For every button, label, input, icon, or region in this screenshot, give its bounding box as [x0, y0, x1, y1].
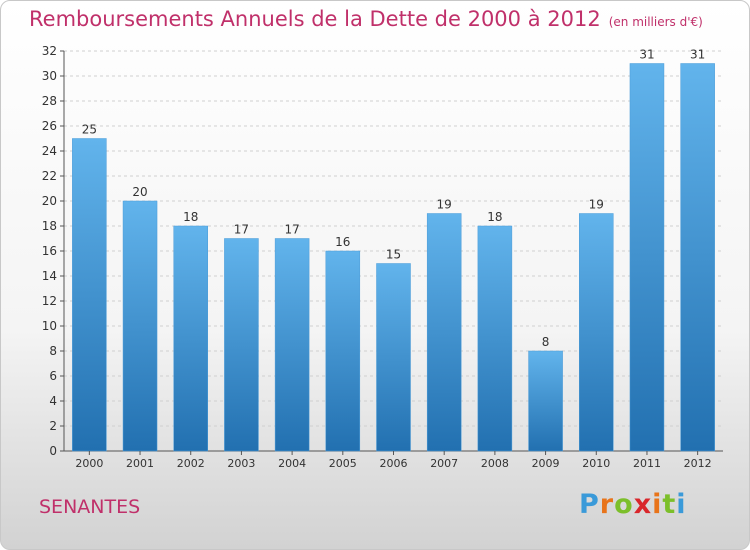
x-tick-label: 2002: [177, 457, 205, 470]
y-tick-label: 22: [42, 169, 57, 183]
y-tick-label: 8: [49, 344, 57, 358]
x-tick-label: 2008: [481, 457, 509, 470]
commune-name: SENANTES: [39, 496, 141, 518]
x-tick-label: 2012: [684, 457, 712, 470]
bar-value-label: 8: [542, 335, 550, 349]
x-tick-label: 2000: [75, 457, 103, 470]
bar-value-label: 18: [487, 210, 502, 224]
y-tick-label: 32: [42, 44, 57, 58]
bar: [376, 263, 411, 452]
bar: [122, 200, 158, 452]
chart-title: Remboursements Annuels de la Dette de 20…: [29, 7, 703, 31]
bar: [528, 350, 563, 452]
x-tick-label: 2005: [329, 457, 357, 470]
bar: [72, 138, 107, 452]
y-tick-label: 0: [49, 444, 57, 458]
y-tick-label: 18: [42, 219, 57, 233]
x-tick-label: 2010: [582, 457, 610, 470]
chart-subtitle: (en milliers d'€): [608, 15, 703, 29]
bar-value-label: 19: [589, 198, 604, 212]
x-tick-label: 2011: [633, 457, 661, 470]
bar-value-label: 16: [335, 235, 350, 249]
y-tick-label: 6: [49, 369, 57, 383]
x-tick-label: 2007: [430, 457, 458, 470]
y-tick-label: 12: [42, 294, 57, 308]
logo-letter: P: [579, 489, 600, 520]
proxiti-logo: Proxiti: [579, 489, 687, 520]
x-tick-label: 2004: [278, 457, 306, 470]
y-tick-label: 14: [42, 269, 57, 283]
y-tick-label: 20: [42, 194, 57, 208]
bar-value-label: 19: [437, 198, 452, 212]
bar-value-label: 31: [690, 48, 705, 62]
bar-value-label: 18: [183, 210, 198, 224]
bar-value-label: 31: [639, 48, 654, 62]
bar: [680, 63, 715, 452]
logo-letter: i: [652, 489, 663, 520]
bar: [579, 213, 614, 452]
bar: [224, 238, 259, 452]
logo-letter: x: [633, 489, 653, 520]
bar-value-label: 20: [132, 185, 147, 199]
y-tick-label: 16: [42, 244, 57, 258]
y-tick-label: 24: [42, 144, 57, 158]
bar: [325, 250, 361, 452]
x-tick-label: 2006: [380, 457, 408, 470]
y-tick-label: 4: [49, 394, 57, 408]
bar-value-label: 25: [82, 123, 97, 137]
bar: [173, 225, 208, 452]
bar: [426, 213, 462, 452]
x-tick-label: 2003: [227, 457, 255, 470]
title-text: Remboursements Annuels de la Dette de 20…: [29, 7, 601, 31]
logo-letter: o: [614, 489, 634, 520]
bar-value-label: 17: [284, 223, 299, 237]
bar: [274, 238, 310, 452]
logo-letter: i: [676, 489, 687, 520]
y-tick-label: 30: [42, 69, 57, 83]
bar-value-label: 17: [234, 223, 249, 237]
x-tick-label: 2001: [126, 457, 154, 470]
logo-letter: t: [662, 489, 677, 520]
bar-value-label: 15: [386, 248, 401, 262]
y-tick-label: 10: [42, 319, 57, 333]
y-tick-label: 28: [42, 94, 57, 108]
x-tick-label: 2009: [532, 457, 560, 470]
logo-letter: r: [599, 489, 615, 520]
y-tick-label: 2: [49, 419, 57, 433]
bar: [629, 63, 665, 452]
bar: [477, 225, 513, 452]
y-tick-label: 26: [42, 119, 57, 133]
